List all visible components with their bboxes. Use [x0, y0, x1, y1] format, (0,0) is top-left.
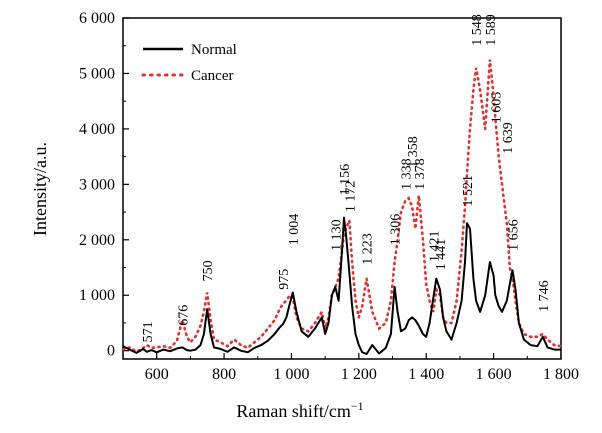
plot-frame [122, 17, 562, 360]
peak-label: 1 639 [501, 122, 516, 154]
x-tick-label: 600 [145, 366, 169, 383]
y-tick-label: 4 000 [79, 121, 115, 138]
x-tick-label: 1 800 [543, 366, 579, 383]
series-line-normal [122, 216, 561, 355]
peak-label: 1 358 [406, 136, 421, 168]
x-tick-label: 1 400 [408, 366, 444, 383]
peak-label: 750 [201, 260, 216, 281]
x-tick-label: 1 200 [341, 366, 377, 383]
x-axis-title: Raman shift/cm−1 [236, 399, 363, 421]
peak-label: 1 441 [434, 239, 449, 271]
x-axis-title-text: Raman shift/cm [236, 401, 350, 421]
y-tick-label: 5 000 [79, 65, 115, 82]
x-axis-title-superscript: −1 [351, 399, 364, 413]
y-tick-label: 1 000 [79, 287, 115, 304]
x-tick-label: 800 [212, 366, 236, 383]
peak-label: 1 605 [489, 92, 504, 124]
legend-label-normal: Normal [191, 42, 237, 58]
peak-label: 1 223 [361, 233, 376, 265]
legend: Normal Cancer [141, 42, 237, 84]
y-tick-label: 3 000 [79, 176, 115, 193]
y-tick-label: 6 000 [79, 10, 115, 27]
peak-label: 1 156 [338, 164, 353, 196]
series-lines [121, 59, 563, 355]
peak-label: 676 [176, 305, 191, 326]
peak-label: 1 306 [389, 214, 404, 246]
peak-label: 1 421 [427, 231, 442, 263]
peak-label: 1 656 [507, 219, 522, 251]
peak-label: 1 004 [287, 214, 302, 246]
legend-label-cancer: Cancer [191, 68, 233, 84]
axis-ticks: 600 800 1 000 1 200 1 400 1 600 1 800 0 1 000 2 0… [79, 10, 579, 383]
x-tick-label: 1 600 [476, 366, 512, 383]
peak-label: 1 130 [329, 219, 344, 251]
peak-label: 1 548 [470, 14, 485, 46]
x-tick-label: 1 000 [273, 366, 309, 383]
y-tick-label: 2 000 [79, 232, 115, 249]
peak-label: 1 378 [413, 158, 428, 190]
peak-label: 1 589 [484, 14, 499, 46]
peak-label: 1 338 [399, 158, 414, 190]
peak-label: 1 172 [343, 181, 358, 213]
y-axis-title: Intensity/a.u. [30, 142, 50, 236]
y-tick-label: 0 [107, 343, 115, 360]
peak-label: 1 521 [461, 175, 476, 207]
peak-label: 1 746 [537, 280, 552, 312]
peak-label: 975 [277, 269, 292, 290]
series-line-cancer [121, 59, 563, 354]
peak-label: 571 [141, 321, 156, 342]
